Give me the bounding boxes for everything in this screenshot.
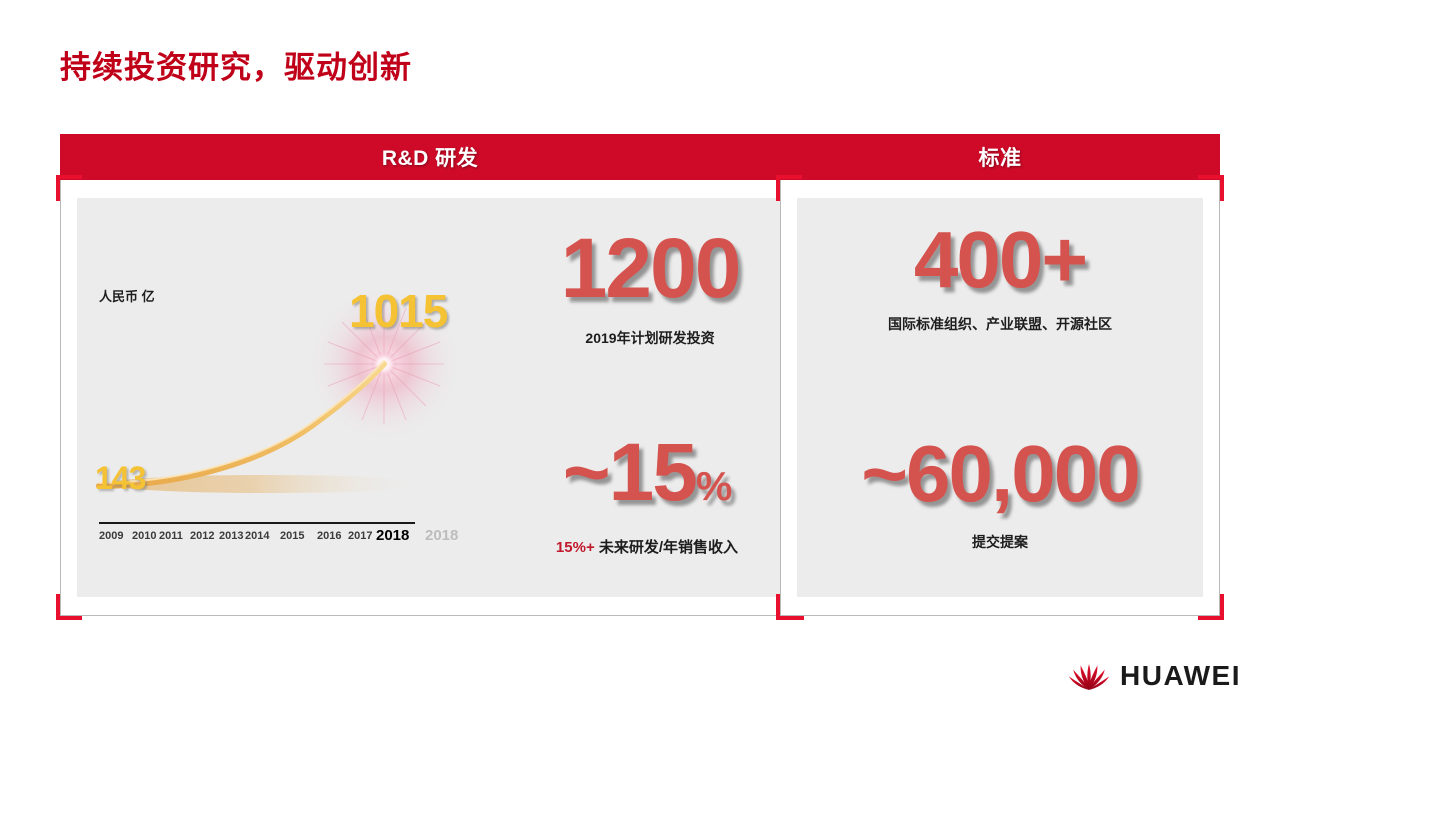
stat-rd-ratio-number: ~15% xyxy=(497,432,783,514)
panel-standards-frame: 400+ 国际标准组织、产业联盟、开源社区 ~60,000 提交提案 xyxy=(776,175,1224,620)
panel-standards-content: 400+ 国际标准组织、产业联盟、开源社区 ~60,000 提交提案 xyxy=(797,198,1203,597)
panel-rd-frame: 人民币 亿 xyxy=(56,175,804,620)
rd-investment-chart: 人民币 亿 xyxy=(77,198,497,597)
panel-standards: 标准 400+ 国际标准组织、产业联盟、开源社区 ~60,000 提交提案 xyxy=(776,134,1224,620)
stat-standards-orgs-number: 400+ xyxy=(913,215,1088,304)
corner-bracket-bottom-left-icon xyxy=(776,594,802,620)
axis-tick-2017: 2017 xyxy=(348,530,373,542)
axis-tick-2015: 2015 xyxy=(280,530,305,542)
stat-standards-orgs: 400+ 国际标准组织、产业联盟、开源社区 xyxy=(797,220,1203,334)
axis-tick-2009: 2009 xyxy=(99,530,124,542)
stat-rd-ratio-caption: 15%+ 未来研发/年销售收入 xyxy=(497,536,783,557)
chart-unit-label: 人民币 亿 xyxy=(99,289,155,304)
axis-tick-2018-highlight: 2018 xyxy=(376,527,410,544)
axis-tick-2018-ghost: 2018 xyxy=(425,527,459,544)
axis-tick-2016: 2016 xyxy=(317,530,342,542)
panel-rd-header: R&D 研发 xyxy=(60,134,800,180)
stat-rd-ratio-caption-accent: 15%+ xyxy=(555,539,595,556)
axis-tick-2013: 2013 xyxy=(219,530,244,542)
stat-rd-budget-caption: 2019年计划研发投资 xyxy=(585,330,715,346)
chart-x-axis-ticks: 2009 2010 2011 2012 2013 2014 2015 2016 … xyxy=(95,527,459,552)
stat-standards-proposals: ~60,000 提交提案 xyxy=(797,434,1203,552)
page-title: 持续投资研究，驱动创新 xyxy=(60,50,412,85)
stat-rd-budget: 1200 2019年计划研发投资 xyxy=(505,226,783,348)
corner-bracket-bottom-left-icon xyxy=(56,594,82,620)
axis-tick-2012: 2012 xyxy=(190,530,215,542)
stat-standards-proposals-number: ~60,000 xyxy=(861,429,1140,518)
axis-tick-2010: 2010 xyxy=(132,530,157,542)
stat-standards-proposals-caption: 提交提案 xyxy=(972,534,1028,550)
corner-bracket-bottom-right-icon xyxy=(1198,594,1224,620)
panel-rd-content: 人民币 亿 xyxy=(77,198,783,597)
corner-bracket-top-left-icon xyxy=(56,175,82,201)
stat-rd-budget-number: 1200 xyxy=(560,221,742,315)
stat-standards-orgs-caption: 国际标准组织、产业联盟、开源社区 xyxy=(888,316,1112,332)
chart-base-value-label: 143 xyxy=(95,460,146,496)
panel-rd: R&D 研发 人民币 亿 xyxy=(56,134,804,620)
huawei-wordmark: HUAWEI xyxy=(1120,660,1241,691)
axis-tick-2014: 2014 xyxy=(245,530,270,542)
chart-peak-value-label: 1015 xyxy=(349,285,448,337)
axis-tick-2011: 2011 xyxy=(159,530,183,542)
corner-bracket-top-left-icon xyxy=(776,175,802,201)
huawei-logo: HUAWEI xyxy=(1068,660,1241,692)
stat-rd-ratio-value: ~15 xyxy=(562,427,698,518)
panel-standards-header: 标准 xyxy=(780,134,1220,180)
stat-rd-ratio-caption-text: 未来研发/年销售收入 xyxy=(598,539,739,556)
corner-bracket-top-right-icon xyxy=(1198,175,1224,201)
percent-sign: % xyxy=(695,463,732,509)
huawei-flower-logo-icon xyxy=(1068,664,1110,690)
chart-curve-graphic xyxy=(96,284,464,493)
chart-x-axis-line xyxy=(99,522,415,524)
stat-rd-ratio: ~15% 15%+ 未来研发/年销售收入 xyxy=(497,432,783,557)
